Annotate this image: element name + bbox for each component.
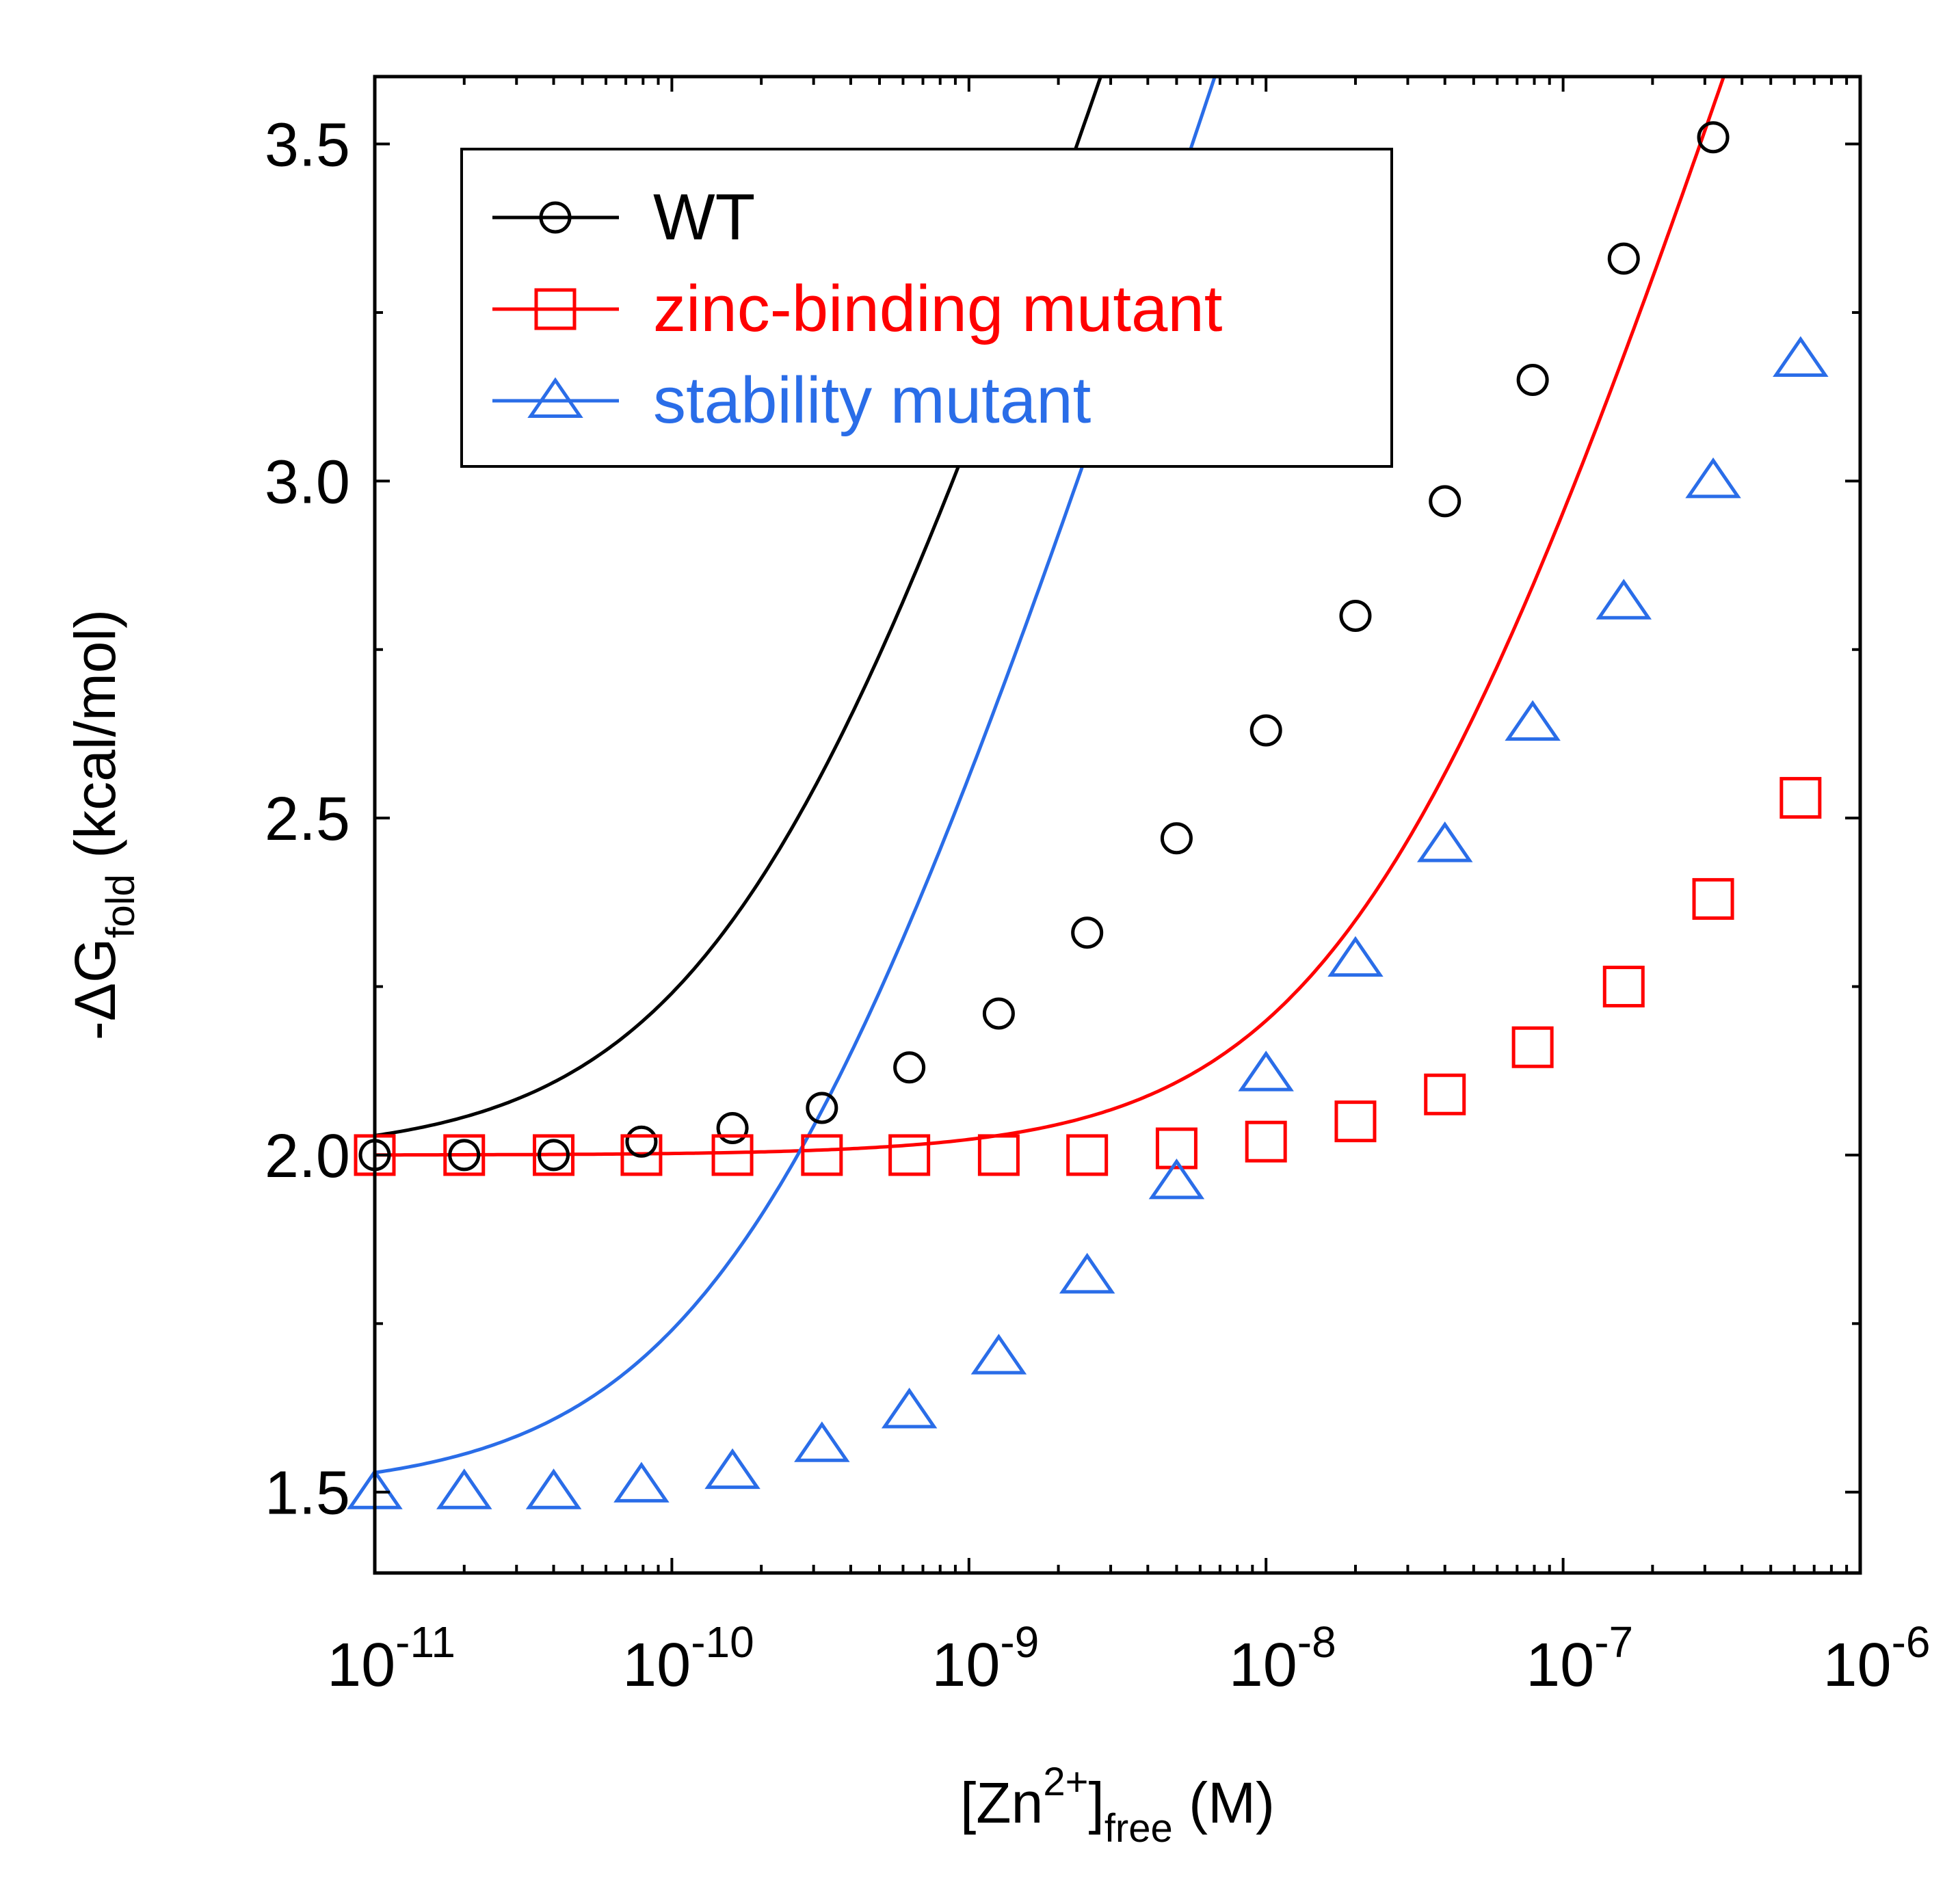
x-axis-title-sub: free <box>1104 1806 1173 1851</box>
data-point <box>443 1134 486 1176</box>
data-point <box>1155 1127 1198 1169</box>
data-point <box>982 997 1015 1030</box>
x-axis-title-sup: 2+ <box>1043 1760 1088 1804</box>
data-point <box>1249 714 1282 747</box>
y-tick-label: 1.5 <box>265 1459 350 1528</box>
data-point <box>1066 1134 1109 1176</box>
data-point <box>533 1134 575 1176</box>
series-line-1 <box>375 77 1103 1137</box>
x-tick-label: 10-7 <box>1526 1617 1633 1700</box>
data-point <box>625 1125 658 1158</box>
x-tick-exponent: -10 <box>691 1617 754 1667</box>
x-tick-exponent: -6 <box>1892 1617 1931 1667</box>
plot-frame <box>373 75 1862 1575</box>
y-tick-label: 3.5 <box>265 111 350 180</box>
series-points-2 <box>354 777 1822 1176</box>
data-point <box>1148 1158 1205 1200</box>
legend-label: stability mutant <box>653 364 1091 437</box>
data-point <box>794 1421 850 1462</box>
legend-item-2: zinc-binding mutant <box>492 272 1222 345</box>
y-axis-title-sub: fold <box>98 874 143 938</box>
legend-marker <box>539 201 572 234</box>
data-point <box>620 1134 663 1176</box>
x-tick-label: 10-6 <box>1823 1617 1930 1700</box>
data-point <box>806 1092 838 1124</box>
data-point <box>1424 1073 1466 1115</box>
data-point <box>893 1051 926 1084</box>
data-point <box>1511 1026 1554 1068</box>
legend-items: WT zinc-binding mutant stability mutant <box>492 181 1222 437</box>
data-point <box>1692 877 1734 920</box>
data-point <box>525 1468 582 1509</box>
y-tick-label: 3.0 <box>265 448 350 516</box>
data-point <box>1416 821 1473 862</box>
x-tick-exponent: -8 <box>1297 1617 1336 1667</box>
legend-label: WT <box>653 181 755 254</box>
data-point <box>1429 485 1461 518</box>
x-axis-title: [Zn2+]free (M) <box>960 1760 1275 1851</box>
data-point <box>1779 777 1822 819</box>
x-axis-title-prefix: [Zn <box>960 1771 1043 1835</box>
data-point <box>801 1134 843 1176</box>
x-tick-label: 10-9 <box>931 1617 1039 1700</box>
y-axis-ticks: 1.5 2.0 2.5 3.0 3.5 <box>265 111 1860 1528</box>
data-point <box>448 1139 481 1172</box>
data-point <box>881 1388 938 1429</box>
x-axis-title-suffix: (M) <box>1173 1771 1275 1835</box>
data-point <box>1059 1252 1115 1294</box>
data-point <box>1160 822 1193 855</box>
x-tick-base: 10 <box>1229 1631 1297 1700</box>
legend: WT zinc-binding mutant stability mutant <box>460 148 1393 468</box>
data-point <box>1596 579 1652 620</box>
data-point <box>1516 364 1549 397</box>
x-tick-base: 10 <box>1823 1631 1891 1700</box>
x-tick-base: 10 <box>931 1631 1000 1700</box>
x-tick-label: 10-8 <box>1229 1617 1336 1700</box>
data-point <box>436 1468 492 1509</box>
data-point <box>538 1139 570 1172</box>
data-point <box>1071 916 1104 949</box>
legend-marker <box>534 288 577 330</box>
data-point <box>716 1112 749 1145</box>
x-tick-exponent: -7 <box>1594 1617 1633 1667</box>
y-tick-label: 2.5 <box>265 785 350 854</box>
data-point <box>1602 966 1645 1008</box>
x-tick-base: 10 <box>1526 1631 1594 1700</box>
legend-marker <box>527 377 583 418</box>
y-axis-title: -ΔGfold (kcal/mol) <box>63 609 143 1040</box>
data-point <box>1685 457 1741 499</box>
x-tick-exponent: -11 <box>395 1617 455 1667</box>
y-axis-title-prefix: -ΔG <box>63 938 127 1040</box>
y-axis-title-suffix: (kcal/mol) <box>63 609 127 874</box>
series-points-1 <box>358 121 1730 1172</box>
data-point <box>1505 700 1561 741</box>
data-point <box>970 1334 1027 1375</box>
data-point <box>888 1134 931 1176</box>
x-tick-label: 10-10 <box>622 1617 754 1700</box>
x-tick-base: 10 <box>622 1631 691 1700</box>
legend-label: zinc-binding mutant <box>653 272 1222 345</box>
data-point <box>1245 1120 1287 1163</box>
x-axis-title-mid: ] <box>1088 1771 1104 1835</box>
x-tick-base: 10 <box>327 1631 395 1700</box>
data-point <box>704 1448 760 1490</box>
data-point <box>977 1134 1020 1176</box>
x-axis-ticks: 10-11 10-10 10-9 10-8 10-7 10-6 <box>327 77 1931 1700</box>
x-tick-label: 10-11 <box>327 1617 455 1700</box>
data-point <box>613 1462 670 1503</box>
data-point <box>1334 1100 1377 1143</box>
data-point <box>1327 936 1384 977</box>
y-tick-label: 2.0 <box>265 1122 350 1191</box>
legend-item-1: WT <box>492 181 755 254</box>
data-point <box>1339 599 1372 632</box>
data-point <box>1697 121 1730 154</box>
x-tick-exponent: -9 <box>1000 1617 1039 1667</box>
data-point <box>1773 336 1829 377</box>
data-point <box>1238 1050 1294 1092</box>
legend-item-3: stability mutant <box>492 364 1091 437</box>
series-markers <box>347 121 1829 1509</box>
data-point <box>1607 242 1640 275</box>
data-point <box>711 1134 754 1176</box>
